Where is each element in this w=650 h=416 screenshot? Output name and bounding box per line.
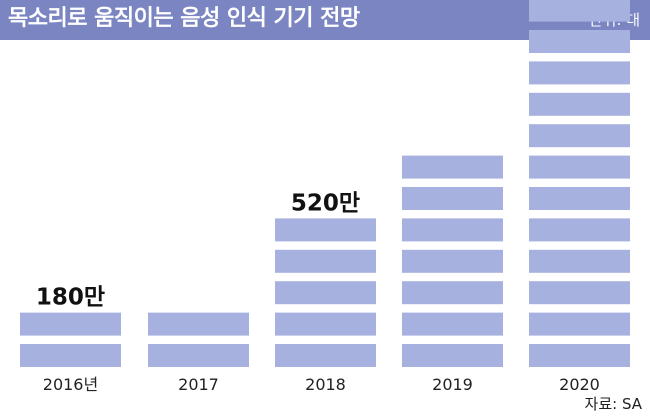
category-label: 2019: [432, 375, 473, 394]
source-note: 자료: SA: [584, 395, 642, 413]
bar-segment: [148, 312, 249, 336]
bar-segment: [529, 61, 630, 85]
bar-segment: [402, 281, 503, 305]
bar-segment: [275, 312, 376, 336]
bar-segment: [529, 249, 630, 273]
bar-segment: [529, 155, 630, 179]
bar-segment: [402, 187, 503, 210]
category-label: 2018: [305, 375, 346, 394]
bar-segment: [20, 312, 121, 336]
bar-segment: [529, 92, 630, 116]
data-label: 180만: [36, 285, 105, 311]
bar-segment: [148, 344, 249, 367]
bar-segment: [402, 312, 503, 336]
bar-segment: [529, 312, 630, 336]
bar-segment: [529, 218, 630, 242]
bar-group: [529, 0, 630, 367]
chart-title: 목소리로 움직이는 음성 인식 기기 전망: [8, 6, 360, 31]
bar-group: [20, 312, 121, 367]
bar-group: [275, 218, 376, 367]
bar-segment: [402, 155, 503, 179]
category-label: 2016년: [43, 375, 98, 394]
bar-segment: [529, 30, 630, 53]
category-label: 2017: [178, 375, 219, 394]
bar-segment: [275, 344, 376, 367]
bar-segment: [529, 281, 630, 305]
bar-segment: [402, 218, 503, 242]
bar-segment: [275, 249, 376, 273]
bar-segment: [529, 0, 630, 22]
bar-segment: [529, 187, 630, 210]
bar-segment: [402, 249, 503, 273]
bar-segment: [20, 344, 121, 367]
category-label: 2020: [559, 375, 600, 394]
bar-segment: [402, 344, 503, 367]
data-label: 520만: [291, 190, 360, 216]
bar-group: [148, 312, 249, 367]
bar-segment: [529, 344, 630, 367]
bar-segment: [529, 124, 630, 148]
bar-group: [402, 155, 503, 367]
bar-segment: [275, 281, 376, 305]
bar-segment: [275, 218, 376, 242]
